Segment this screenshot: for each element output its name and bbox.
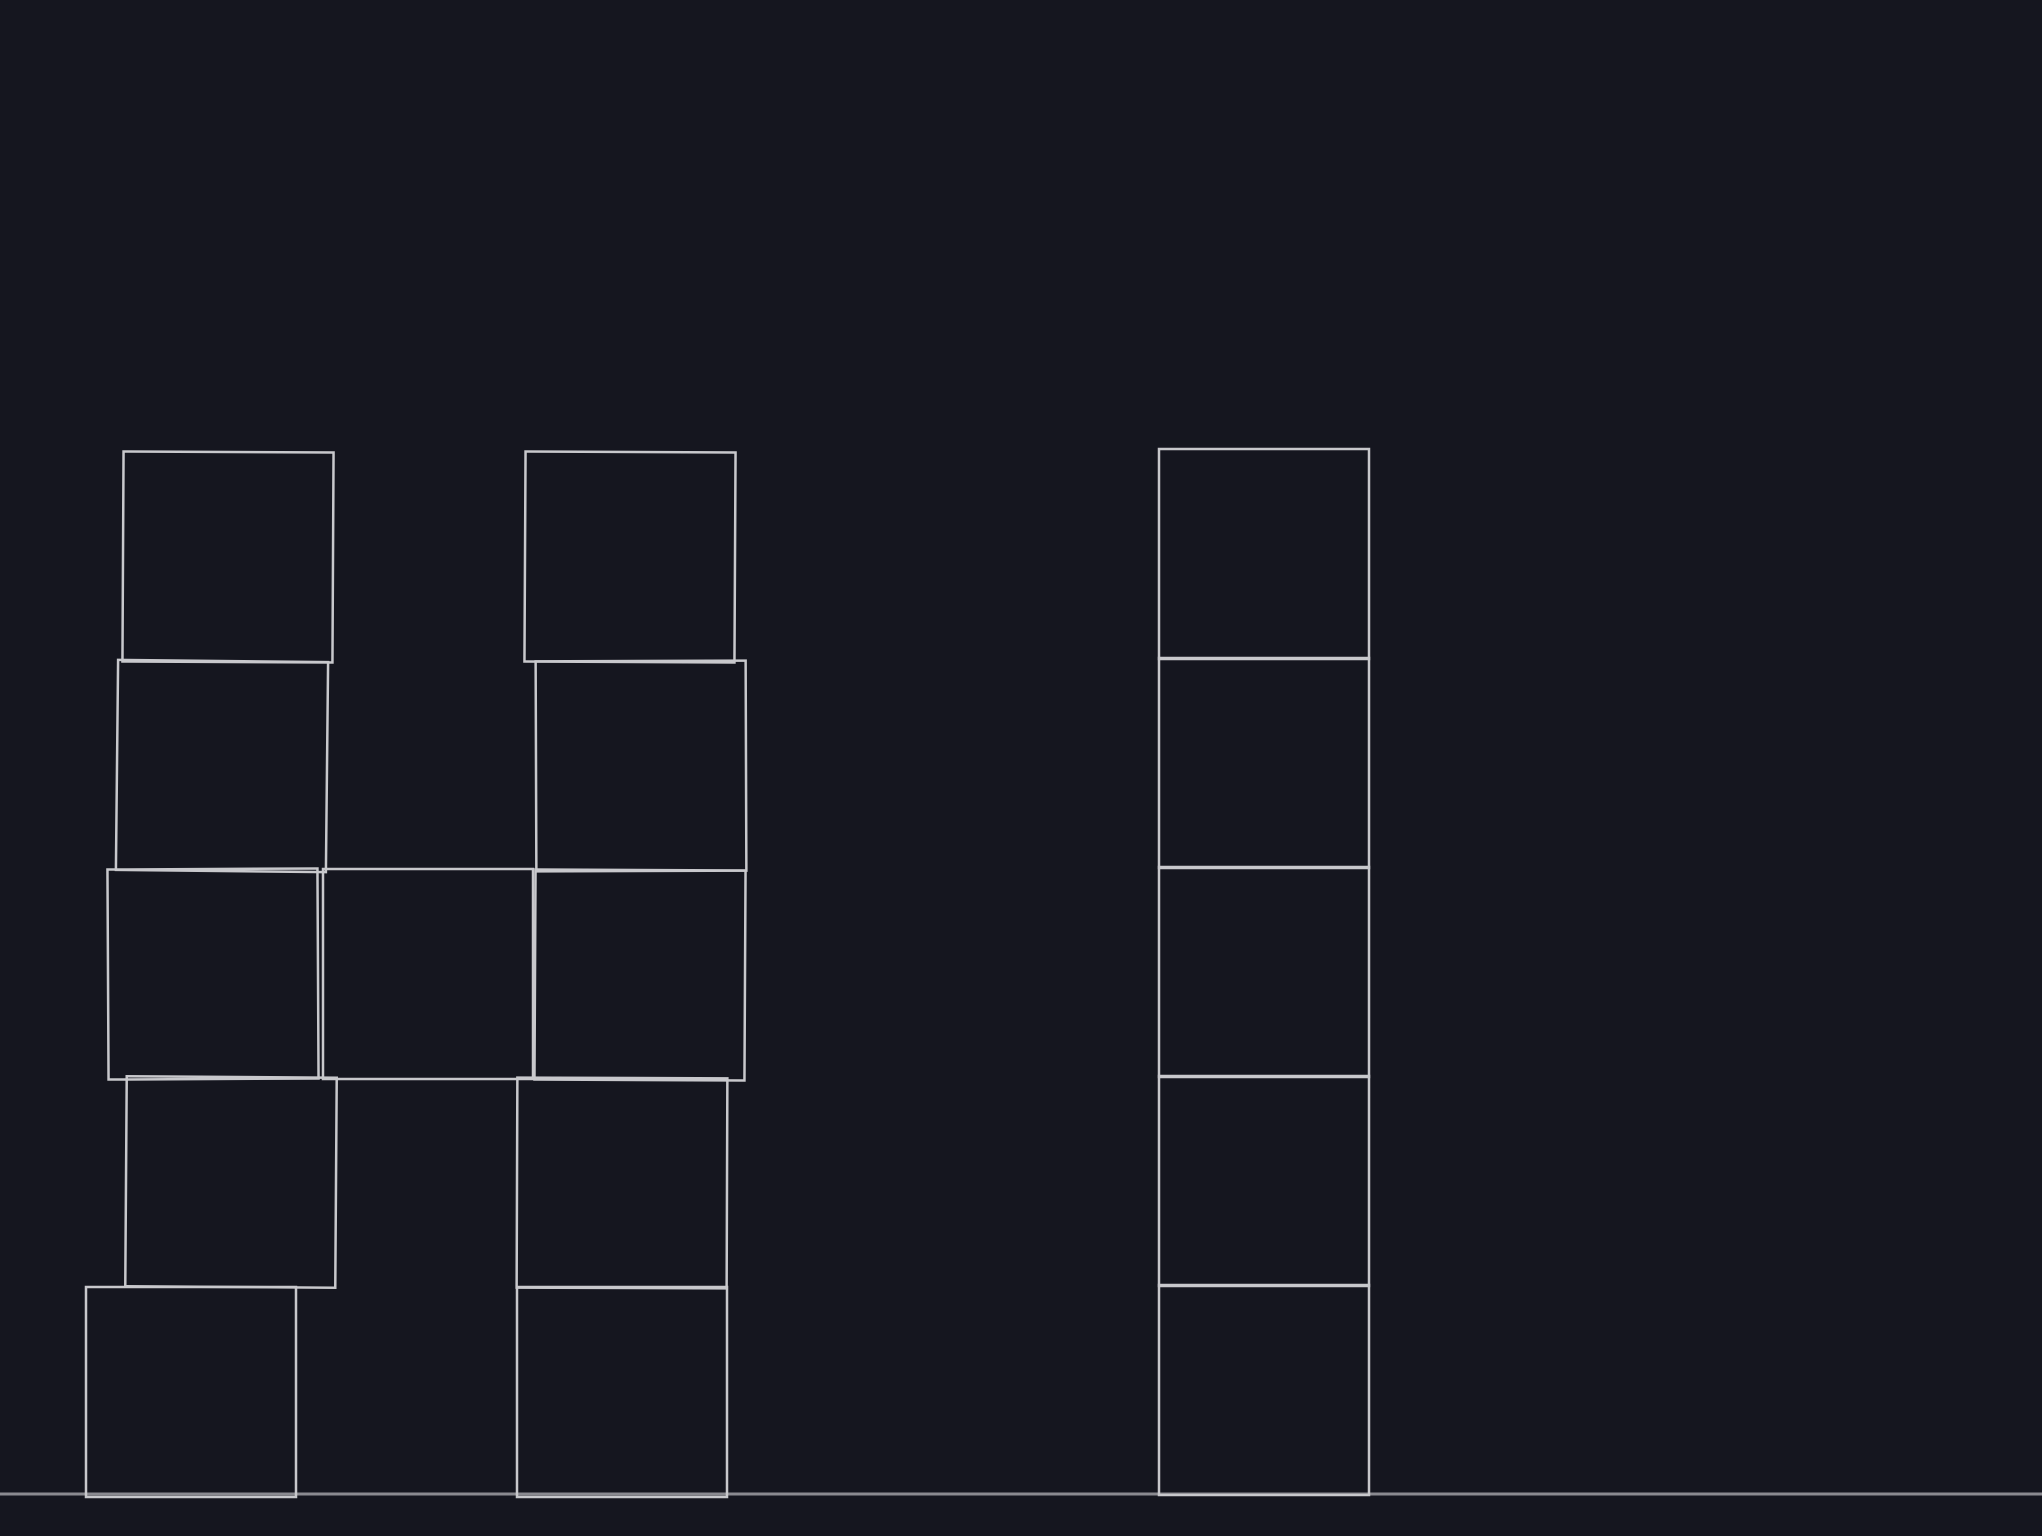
tower-1-block-2[interactable]: [124, 1075, 338, 1289]
tower-1-block-5[interactable]: [121, 450, 335, 664]
tower-2-block-2[interactable]: [515, 1076, 729, 1290]
tower-2-block-5[interactable]: [523, 450, 737, 664]
bridge-block-1[interactable]: [321, 867, 535, 1081]
tower-1-block-3[interactable]: [106, 867, 320, 1081]
block-layer: [84, 447, 1371, 1499]
tower-3-block-5[interactable]: [1157, 447, 1371, 661]
